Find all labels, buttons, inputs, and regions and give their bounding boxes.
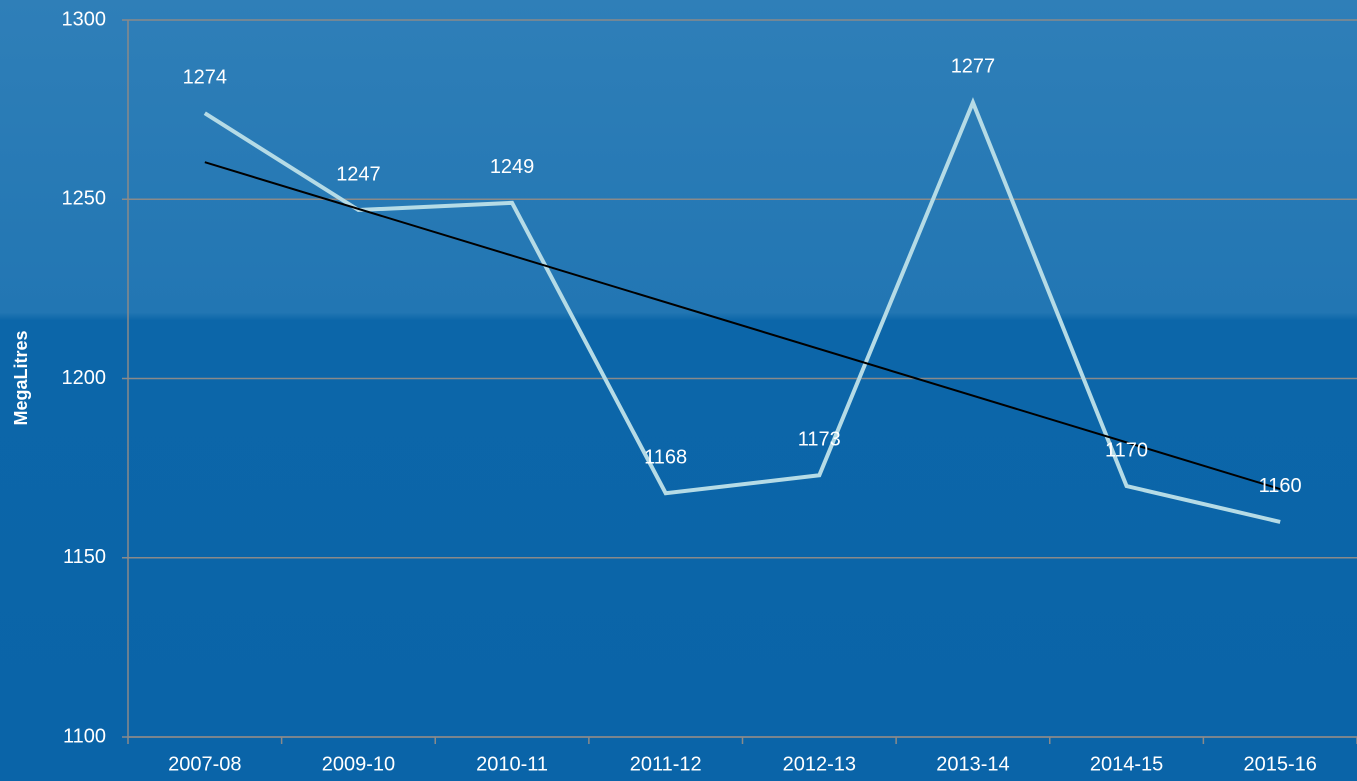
x-tick-label: 2007-08: [168, 753, 241, 775]
data-label: 1160: [1259, 475, 1302, 497]
y-tick-label: 1250: [62, 188, 107, 210]
x-tick-label: 2013-14: [936, 753, 1009, 775]
trendline: [204, 161, 1281, 490]
y-axis-title: MegaLitres: [11, 330, 31, 425]
x-tick-label: 2010-11: [476, 753, 548, 775]
y-tick-label: 1200: [62, 367, 107, 389]
data-label: 1168: [644, 447, 687, 469]
data-label: 1247: [336, 163, 381, 185]
data-label: 1277: [951, 56, 996, 78]
y-tick-label: 1100: [63, 725, 106, 747]
data-line: [203, 97, 1281, 524]
x-tick-label: 2015-16: [1243, 753, 1316, 775]
x-tick-label: 2012-13: [783, 753, 856, 775]
data-label: 1249: [490, 156, 535, 178]
data-label: 1173: [798, 429, 841, 451]
data-label: 1170: [1105, 439, 1148, 461]
x-tick-label: 2009-10: [322, 753, 395, 775]
data-label: 1274: [183, 66, 228, 88]
y-tick-label: 1150: [63, 546, 106, 568]
x-tick-label: 2014-15: [1090, 753, 1163, 775]
y-tick-label: 1300: [62, 8, 107, 30]
x-tick-label: 2011-12: [630, 753, 702, 775]
